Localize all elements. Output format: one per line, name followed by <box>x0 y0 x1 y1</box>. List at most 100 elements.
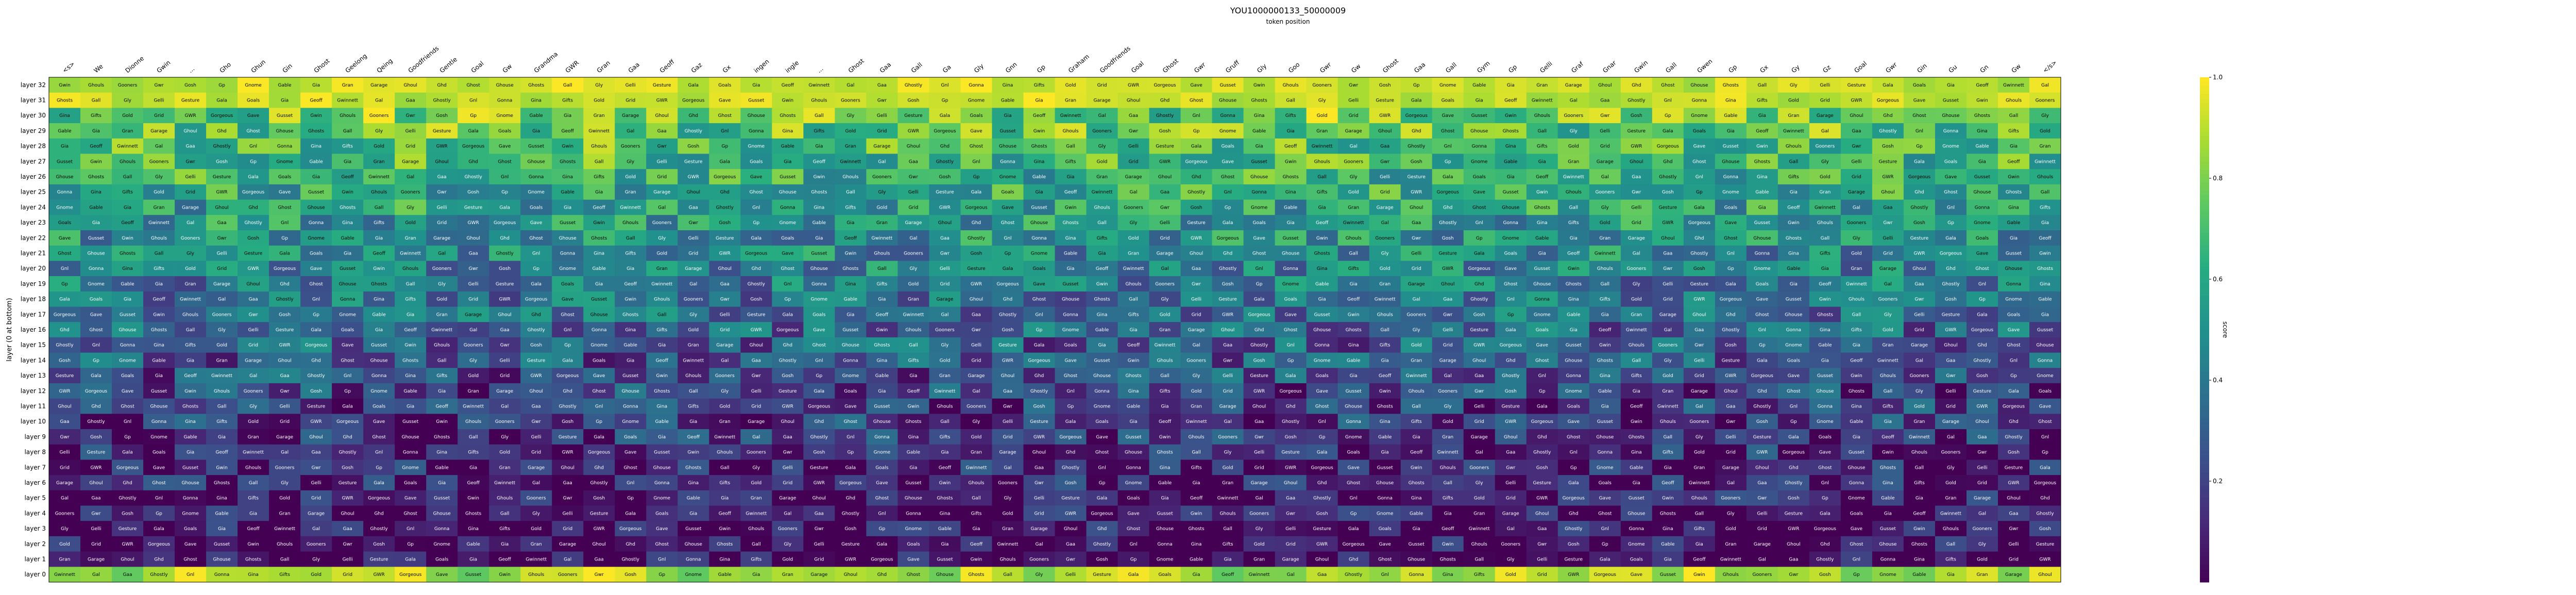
heatmap-cell <box>363 123 395 139</box>
colorbar-segment <box>2200 569 2209 574</box>
colorbar-segment <box>2200 397 2209 402</box>
heatmap-cell <box>897 108 929 124</box>
heatmap-cell <box>1809 261 1841 277</box>
heatmap-cell <box>1086 123 1118 139</box>
heatmap-cell-label: Gifts <box>91 113 101 118</box>
heatmap-cell-label: Gala <box>531 282 541 287</box>
heatmap-cell-label: Gonna <box>969 83 984 88</box>
heatmap-cell-label: Gran <box>1725 542 1736 547</box>
heatmap-cell <box>1526 307 1558 322</box>
heatmap-cell <box>332 169 364 185</box>
heatmap-cell-label: Gorgeous <box>871 557 893 562</box>
heatmap-cell-label: Gable <box>215 511 229 516</box>
heatmap-cell <box>1337 215 1370 231</box>
heatmap-cell-label: Geoff <box>1127 343 1140 348</box>
heatmap-cell-label: Gonna <box>1000 159 1015 164</box>
y-tick-label: layer 3 <box>24 525 46 532</box>
heatmap-cell <box>803 184 835 200</box>
colorbar-segment <box>2200 77 2209 82</box>
heatmap-cell-label: Gaa <box>909 159 918 164</box>
heatmap-cell <box>615 215 647 231</box>
heatmap-cell-label: Goals <box>2039 389 2052 394</box>
heatmap-cell <box>646 108 678 124</box>
heatmap-cell-label: Gwinnett <box>1657 404 1679 409</box>
y-tick-label: layer 19 <box>21 280 46 287</box>
x-tick-label: Ghost <box>1381 57 1400 75</box>
heatmap-cell-label: Gwinnett <box>494 481 515 486</box>
heatmap-cell-label: Gold <box>656 251 667 257</box>
heatmap-cell-label: Gala <box>1883 83 1893 88</box>
heatmap-cell <box>1463 77 1496 93</box>
heatmap-cell-label: Geoff <box>1819 282 1832 287</box>
heatmap-cell-label: Gina <box>908 435 919 440</box>
heatmap-cell-label: Gnome <box>685 572 702 577</box>
heatmap-cell-label: Gorgeous <box>1028 358 1050 363</box>
heatmap-cell-label: Gelli <box>343 557 353 562</box>
heatmap-cell <box>866 92 898 108</box>
heatmap-cell-label: Garage <box>1879 266 1896 271</box>
heatmap-cell-label: Gwin <box>1976 98 1988 104</box>
heatmap-cell-label: Gal <box>438 251 446 257</box>
heatmap-cell-label: Ghd <box>2009 419 2018 424</box>
heatmap-cell-label: Ghd <box>154 557 163 562</box>
heatmap-cell <box>992 261 1024 277</box>
heatmap-cell-label: Ghoul <box>89 481 103 486</box>
heatmap-cell-label: Gnl <box>92 343 100 348</box>
heatmap-cell <box>269 276 301 292</box>
heatmap-cell-label: Gran <box>656 266 668 271</box>
heatmap-cell <box>583 199 615 215</box>
heatmap-cell <box>1055 230 1087 246</box>
heatmap-cell-label: Gwin <box>1662 496 1674 501</box>
heatmap-cell <box>332 138 364 154</box>
heatmap-cell-label: Gooners <box>1155 282 1175 287</box>
colorbar-segment <box>2200 565 2209 570</box>
heatmap-cell <box>1903 199 1936 215</box>
heatmap-cell-label: Gelli <box>1631 205 1641 210</box>
heatmap-cell-label: Gina <box>436 450 447 455</box>
heatmap-cell <box>1872 77 1904 93</box>
heatmap-cell-label: Gall <box>1349 251 1358 257</box>
heatmap-cell <box>1432 108 1464 124</box>
heatmap-cell-label: Gonna <box>1283 266 1298 271</box>
heatmap-cell-label: Gable <box>1252 129 1266 134</box>
heatmap-cell <box>615 291 647 307</box>
heatmap-cell-label: Gaa <box>217 220 227 226</box>
heatmap-cell-label: Gold <box>783 557 793 562</box>
colorbar-segment <box>2200 208 2209 212</box>
heatmap-cell <box>803 199 835 215</box>
heatmap-cell <box>1117 77 1149 93</box>
heatmap-cell-label: Ghostly <box>1910 205 1928 210</box>
heatmap-cell-label: GWR <box>2008 481 2019 486</box>
heatmap-cell <box>238 215 269 231</box>
heatmap-cell-label: Gave <box>1096 435 1108 440</box>
heatmap-cell <box>1683 169 1716 185</box>
heatmap-cell-label: Ghd <box>1475 282 1484 287</box>
heatmap-cell <box>1023 230 1055 246</box>
heatmap-cell-label: Ghouls <box>591 144 607 149</box>
heatmap-cell-label: Gonna <box>1723 175 1738 180</box>
heatmap-cell <box>1243 154 1276 169</box>
heatmap-cell-label: Gooners <box>1658 343 1677 348</box>
heatmap-cell-label: Gave <box>1442 113 1454 118</box>
heatmap-cell-label: Gonna <box>214 572 229 577</box>
heatmap-cell-label: Gly <box>1507 557 1515 562</box>
heatmap-cell-label: Gwr <box>1537 542 1547 547</box>
heatmap-cell <box>1495 322 1527 338</box>
heatmap-cell <box>112 291 144 307</box>
heatmap-cell-label: Gifts <box>185 343 196 348</box>
heatmap-cell <box>1589 230 1621 246</box>
colorbar-segment <box>2200 128 2209 132</box>
y-tick-label: layer 12 <box>21 387 46 395</box>
heatmap-cell-label: Gifts <box>499 526 510 532</box>
heatmap-cell-label: Gnome <box>1565 389 1582 394</box>
colorbar-segment <box>2200 418 2209 423</box>
heatmap-cell-label: Ghostly <box>1942 282 1960 287</box>
heatmap-cell-label: Gia <box>155 282 163 287</box>
colorbar-segment <box>2200 342 2209 347</box>
heatmap-cell-label: Gwin <box>2039 251 2051 257</box>
heatmap-cell-label: Gwinnett <box>588 129 609 134</box>
heatmap-cell <box>1337 108 1370 124</box>
x-tick-labels: <s> We Dionne Gwin... Gho Ghun Gin Ghost Geelong… <box>61 45 2058 75</box>
heatmap-cell-label: Gold <box>845 129 856 134</box>
heatmap-cell <box>1400 154 1433 169</box>
